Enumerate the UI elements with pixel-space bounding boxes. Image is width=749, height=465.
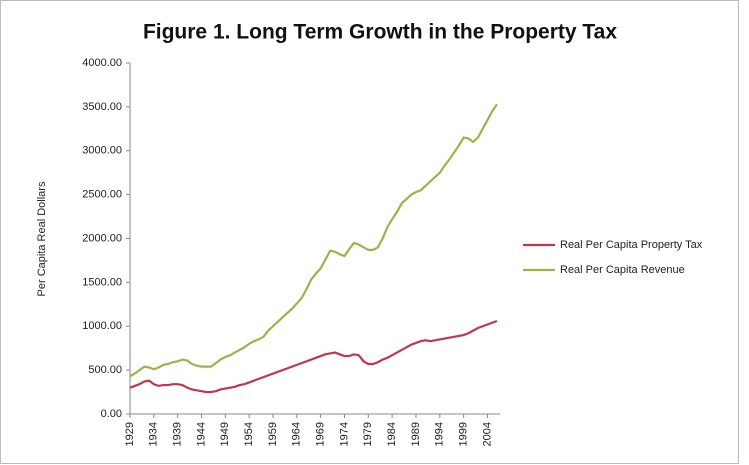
x-tick-label: 2004 xyxy=(481,422,493,446)
y-tick-label: 2500.00 xyxy=(82,189,122,201)
series-line xyxy=(129,103,498,378)
x-tick-label: 1974 xyxy=(338,422,350,446)
x-tick-label: 1999 xyxy=(458,422,470,446)
x-tick-label: 1994 xyxy=(434,422,446,446)
x-tick-label: 1929 xyxy=(124,422,136,446)
x-tick-label: 1944 xyxy=(195,422,207,446)
chart-title: Figure 1. Long Term Growth in the Proper… xyxy=(143,21,617,44)
x-tick-label: 1984 xyxy=(386,422,398,446)
y-tick-label: 3000.00 xyxy=(82,145,122,157)
x-tick-label: 1964 xyxy=(291,422,303,446)
y-tick-label: 1000.00 xyxy=(82,320,122,332)
x-tick-label: 1959 xyxy=(267,422,279,446)
x-tick-label: 1989 xyxy=(410,422,422,446)
x-tick-label: 1949 xyxy=(219,422,231,446)
y-tick-label: 0.00 xyxy=(101,408,122,420)
series-line xyxy=(129,319,498,394)
x-tick-label: 1954 xyxy=(243,422,255,446)
legend-label: Real Per Capita Revenue xyxy=(560,264,685,276)
y-tick-label: 3500.00 xyxy=(82,101,122,113)
x-tick-label: 1939 xyxy=(172,422,184,446)
x-tick-label: 1934 xyxy=(148,422,160,446)
x-tick-label: 1979 xyxy=(362,422,374,446)
y-axis-label: Per Capita Real Dollars xyxy=(36,181,48,296)
legend-label: Real Per Capita Property Tax xyxy=(560,239,703,251)
x-tick-label: 1969 xyxy=(315,422,327,446)
y-tick-label: 2000.00 xyxy=(82,232,122,244)
y-tick-label: 4000.00 xyxy=(82,57,122,69)
y-tick-label: 1500.00 xyxy=(82,276,122,288)
y-tick-label: 500.00 xyxy=(88,364,122,376)
